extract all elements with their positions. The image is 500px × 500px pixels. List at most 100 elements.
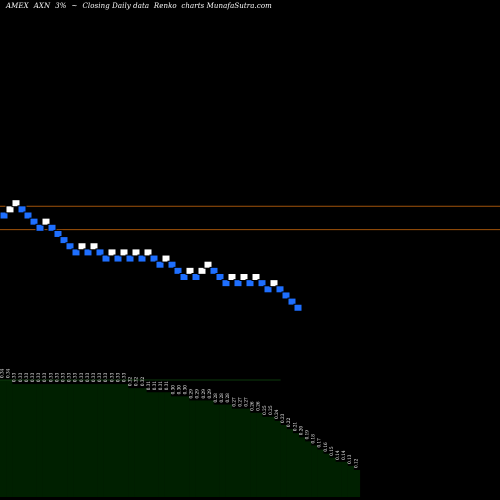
volume-column	[79, 384, 86, 497]
volume-column	[146, 392, 153, 497]
volume-value-label: 0.29	[207, 389, 212, 399]
volume-column	[183, 396, 190, 497]
volume-value-label: 0.15	[329, 446, 334, 456]
down-brick	[35, 223, 45, 232]
volume-value-label: 0.33	[115, 372, 120, 382]
volume-value-label: 0.34	[0, 368, 5, 378]
down-brick	[233, 279, 243, 288]
down-brick	[257, 279, 267, 288]
volume-value-label: 0.33	[97, 372, 102, 382]
volume-column	[274, 420, 281, 497]
up-brick	[89, 242, 99, 251]
volume-value-label: 0.31	[158, 381, 163, 391]
volume-column	[244, 408, 251, 497]
volume-column	[195, 400, 202, 497]
volume-value-label: 0.32	[128, 377, 133, 387]
volume-value-label: 0.25	[268, 405, 273, 415]
volume-column	[176, 396, 184, 497]
volume-labels: 0.34 0.34 0.33 0.33 0.33 0.33 0.33 0.33 0.33 0.33…	[0, 368, 358, 468]
volume-column	[48, 384, 56, 497]
volume-value-label: 0.26	[250, 401, 255, 411]
down-brick	[191, 273, 201, 281]
volume-value-label: 0.33	[18, 372, 23, 382]
down-brick	[29, 217, 39, 226]
volume-column	[256, 412, 263, 497]
volume-value-label: 0.30	[170, 385, 175, 395]
down-brick	[101, 254, 111, 263]
volume-column	[122, 384, 129, 497]
volume-column	[152, 392, 159, 497]
volume-column	[140, 388, 147, 497]
volume-column	[335, 461, 342, 497]
up-brick	[5, 205, 15, 214]
trend-arrow-icon: ~	[71, 2, 78, 10]
volume-value-label: 0.33	[30, 372, 35, 382]
volume-column	[311, 445, 318, 497]
volume-column	[12, 384, 19, 497]
down-brick	[215, 273, 225, 281]
down-brick	[149, 254, 159, 263]
volume-column	[109, 384, 117, 497]
volume-column	[262, 416, 269, 497]
volume-column	[292, 433, 300, 497]
volume-value-label: 0.24	[274, 409, 279, 419]
volume-value-label: 0.20	[298, 426, 303, 436]
up-brick	[197, 266, 207, 275]
up-brick	[143, 248, 153, 257]
volume-value-label: 0.12	[353, 458, 358, 468]
volume-value-label: 0.34	[6, 368, 11, 378]
volume-column	[0, 380, 7, 497]
chart-header: AMEX AXN 3% ~ Closing Daily data Renko chart…	[6, 2, 277, 10]
down-brick	[0, 211, 9, 220]
up-brick	[185, 266, 195, 275]
volume-value-label: 0.33	[42, 372, 47, 382]
volume-column	[280, 425, 287, 497]
volume-value-label: 0.33	[54, 372, 59, 382]
volume-column	[237, 408, 245, 497]
volume-value-label: 0.23	[280, 413, 285, 423]
volume-column	[347, 465, 354, 497]
up-brick	[107, 248, 117, 257]
symbol-label: AXN	[33, 2, 51, 10]
volume-value-label: 0.33	[91, 372, 96, 382]
volume-column	[73, 384, 80, 497]
volume-value-label: 0.30	[176, 385, 181, 395]
volume-column	[115, 384, 123, 497]
down-brick	[275, 285, 285, 294]
volume-column	[341, 461, 348, 497]
volume-column	[317, 449, 324, 497]
volume-column	[36, 384, 43, 497]
volume-value-label: 0.33	[24, 372, 29, 382]
down-brick	[17, 205, 27, 214]
up-brick	[77, 242, 87, 251]
volume-column	[18, 384, 25, 497]
volume-value-label: 0.33	[79, 372, 84, 382]
up-brick	[239, 273, 249, 281]
volume-value-label: 0.26	[256, 401, 261, 411]
up-brick	[119, 248, 129, 257]
volume-column	[85, 384, 92, 497]
volume-value-label: 0.30	[183, 385, 188, 395]
volume-value-label: 0.19	[305, 430, 310, 440]
volume-value-label: 0.28	[213, 393, 218, 403]
down-brick	[155, 260, 165, 269]
down-brick	[179, 273, 189, 281]
volume-value-label: 0.33	[122, 372, 127, 382]
volume-value-label: 0.33	[61, 372, 66, 382]
volume-value-label: 0.32	[134, 377, 139, 387]
volume-column	[201, 400, 208, 497]
volume-column	[67, 384, 74, 497]
volume-column	[231, 408, 239, 497]
volume-value-label: 0.25	[262, 405, 267, 415]
volume-column	[286, 429, 293, 497]
chart-subtitle: Closing Daily data Renko charts MunafaSu…	[82, 2, 272, 10]
up-brick	[161, 254, 171, 263]
volume-column	[164, 392, 171, 497]
volume-value-label: 0.32	[140, 377, 145, 387]
down-brick	[53, 229, 63, 238]
down-brick	[95, 248, 105, 257]
volume-value-label: 0.33	[109, 372, 114, 382]
volume-value-label: 0.13	[347, 454, 352, 464]
up-brick	[227, 273, 237, 281]
down-brick	[23, 211, 33, 220]
